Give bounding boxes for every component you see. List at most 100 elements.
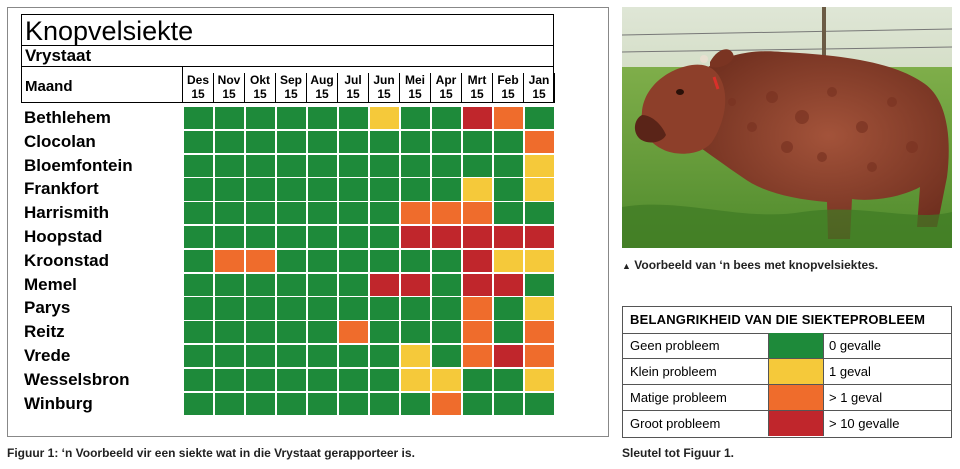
heatmap-cell: [214, 248, 245, 274]
cow-photo: [622, 7, 952, 248]
legend-value: 0 gevalle: [829, 338, 882, 353]
heatmap-cell: [307, 344, 338, 369]
heatmap-cell: [307, 106, 338, 131]
heatmap-cell: [245, 201, 276, 226]
heatmap-cell: [524, 201, 555, 226]
heatmap-cell: [493, 129, 524, 155]
heatmap-cell: [307, 391, 338, 416]
heatmap-cell: [462, 177, 493, 202]
heatmap-grid: [183, 106, 555, 416]
year-label: 15: [501, 87, 515, 101]
month-label: Jan: [528, 73, 550, 87]
month-label: Jun: [373, 73, 395, 87]
heatmap-cell: [524, 225, 555, 250]
heatmap-cell: [307, 129, 338, 155]
month-header-jan: Jan 15: [524, 73, 555, 103]
region-label-kroonstad: Kroonstad: [24, 250, 109, 270]
year-label: 15: [439, 87, 453, 101]
heatmap-cell: [431, 344, 462, 369]
heatmap-cell: [214, 129, 245, 155]
heatmap-cell: [183, 129, 214, 155]
heatmap-cell: [183, 296, 214, 321]
month-header-apr: Apr 15: [431, 73, 462, 103]
heatmap-cell: [400, 225, 431, 250]
heatmap-cell: [245, 225, 276, 250]
heatmap-cell: [369, 201, 400, 226]
heatmap-cell: [431, 106, 462, 131]
heatmap-cell: [338, 129, 369, 155]
heatmap-cell: [431, 153, 462, 178]
heatmap-cell: [462, 272, 493, 297]
month-header-mei: Mei 15: [400, 73, 431, 103]
heatmap-cell: [276, 320, 307, 345]
heatmap-cell: [245, 153, 276, 178]
region-label-bethlehem: Bethlehem: [24, 108, 111, 127]
heatmap-cell: [245, 296, 276, 321]
heatmap-cell: [214, 177, 245, 202]
month-label: Feb: [497, 73, 519, 87]
heatmap-cell: [400, 248, 431, 274]
heatmap-cell: [400, 367, 431, 393]
row-header-box: Maand: [21, 67, 183, 103]
month-header-mrt: Mrt 15: [462, 73, 493, 103]
heatmap-cell: [524, 177, 555, 202]
header-right-border: [553, 67, 554, 103]
heatmap-cell: [369, 320, 400, 345]
heatmap-cell: [338, 201, 369, 226]
heatmap-cell: [276, 129, 307, 155]
heatmap-cell: [400, 153, 431, 178]
heatmap-cell: [431, 272, 462, 297]
heatmap-cell: [462, 320, 493, 345]
heatmap-cell: [276, 248, 307, 274]
heatmap-cell: [338, 248, 369, 274]
month-label: Apr: [435, 73, 457, 87]
heatmap-cell: [214, 225, 245, 250]
heatmap-cell: [183, 225, 214, 250]
heatmap-cell: [369, 225, 400, 250]
heatmap-cell: [524, 129, 555, 155]
month-label: Jul: [344, 73, 362, 87]
heatmap-cell: [245, 248, 276, 274]
region-label-winburg: Winburg: [24, 393, 93, 413]
heatmap-cell: [183, 106, 214, 131]
heatmap-cell: [431, 367, 462, 393]
legend-value: > 1 geval: [829, 390, 883, 405]
legend-value: 1 geval: [829, 364, 871, 379]
photo-caption-text: Voorbeeld van ‘n bees met knopvelsiektes…: [634, 258, 879, 272]
heatmap-cell: [369, 153, 400, 178]
legend-label: Geen probleem: [630, 338, 720, 353]
triangle-up-icon: ▲: [622, 261, 631, 271]
month-header-aug: Aug 15: [307, 73, 338, 103]
legend-title: BELANGRIKHEID VAN DIE SIEKTEPROBLEEM: [623, 307, 951, 334]
region-label-wesselsbron: Wesselsbron: [24, 369, 130, 389]
key-caption: Sleutel tot Figuur 1.: [622, 446, 735, 460]
heatmap-cell: [276, 153, 307, 178]
photo-caption: ▲ Voorbeeld van ‘n bees met knopvelsiekt…: [622, 258, 878, 272]
heatmap-cell: [276, 344, 307, 369]
heatmap-cell: [524, 272, 555, 297]
heatmap-cell: [400, 344, 431, 369]
heatmap-cell: [214, 272, 245, 297]
heatmap-cell: [245, 391, 276, 416]
legend-swatch: [768, 385, 824, 410]
heatmap-cell: [400, 296, 431, 321]
heatmap-cell: [400, 272, 431, 297]
heatmap-cell: [338, 153, 369, 178]
heatmap-cell: [369, 177, 400, 202]
heatmap-cell: [307, 296, 338, 321]
heatmap-cell: [493, 391, 524, 416]
heatmap-cell: [307, 320, 338, 345]
title-box: Knopvelsiekte: [21, 14, 554, 46]
year-label: 15: [284, 87, 298, 101]
heatmap-cell: [493, 106, 524, 131]
heatmap-cell: [214, 296, 245, 321]
heatmap-cell: [524, 296, 555, 321]
heatmap-cell: [214, 344, 245, 369]
heatmap-cell: [369, 129, 400, 155]
year-label: 15: [408, 87, 422, 101]
region-label-frankfort: Frankfort: [24, 179, 99, 199]
figure-caption: Figuur 1: ‘n Voorbeeld vir een siekte wa…: [7, 446, 415, 460]
heatmap-cell: [245, 129, 276, 155]
heatmap-cell: [493, 272, 524, 297]
heatmap-cell: [338, 391, 369, 416]
